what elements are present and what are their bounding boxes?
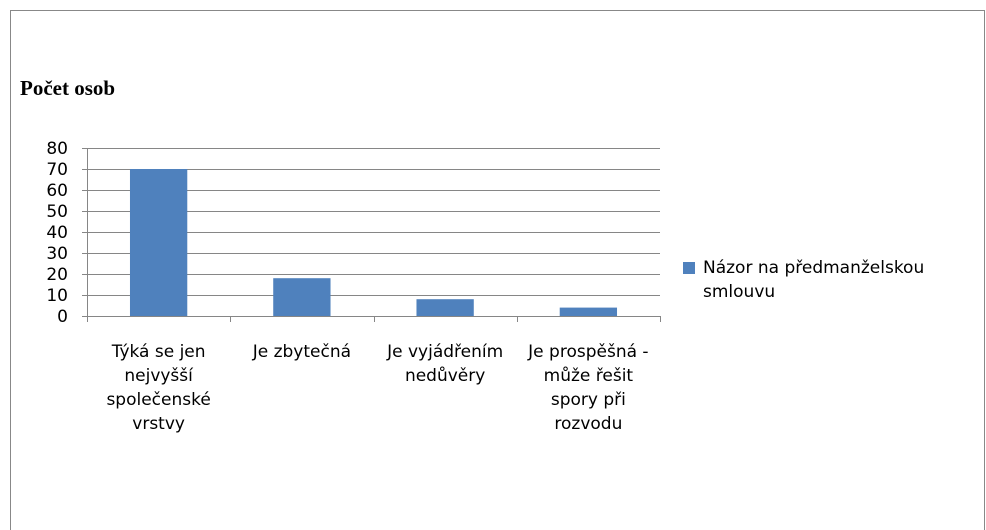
y-tick-label: 10 (46, 286, 68, 306)
y-tick-label: 30 (46, 244, 68, 264)
bar (559, 307, 618, 316)
chart-border (10, 10, 985, 530)
y-tick-label: 0 (57, 307, 68, 327)
x-tick-label: Je prospěšná - může řešit spory při rozv… (528, 342, 649, 434)
y-tick-label: 80 (46, 139, 68, 159)
y-tick-label: 40 (46, 223, 68, 243)
bar (273, 278, 331, 316)
legend-label: Názor na předmanželskou smlouvu (703, 258, 925, 302)
bar (129, 169, 188, 316)
x-tick-label: Týká se jen nejvyšší společenské vrstvy (106, 342, 211, 434)
x-tick-label: Je vyjádřením nedůvěry (387, 342, 504, 386)
y-tick-label: 20 (46, 265, 68, 285)
y-tick-label: 60 (46, 181, 68, 201)
chart-title: Počet osob (20, 76, 116, 100)
x-tick-label: Je zbytečná (252, 342, 352, 362)
y-tick-label: 70 (46, 160, 68, 180)
legend-swatch (683, 262, 695, 274)
y-tick-label: 50 (46, 202, 68, 222)
bar (416, 299, 474, 316)
